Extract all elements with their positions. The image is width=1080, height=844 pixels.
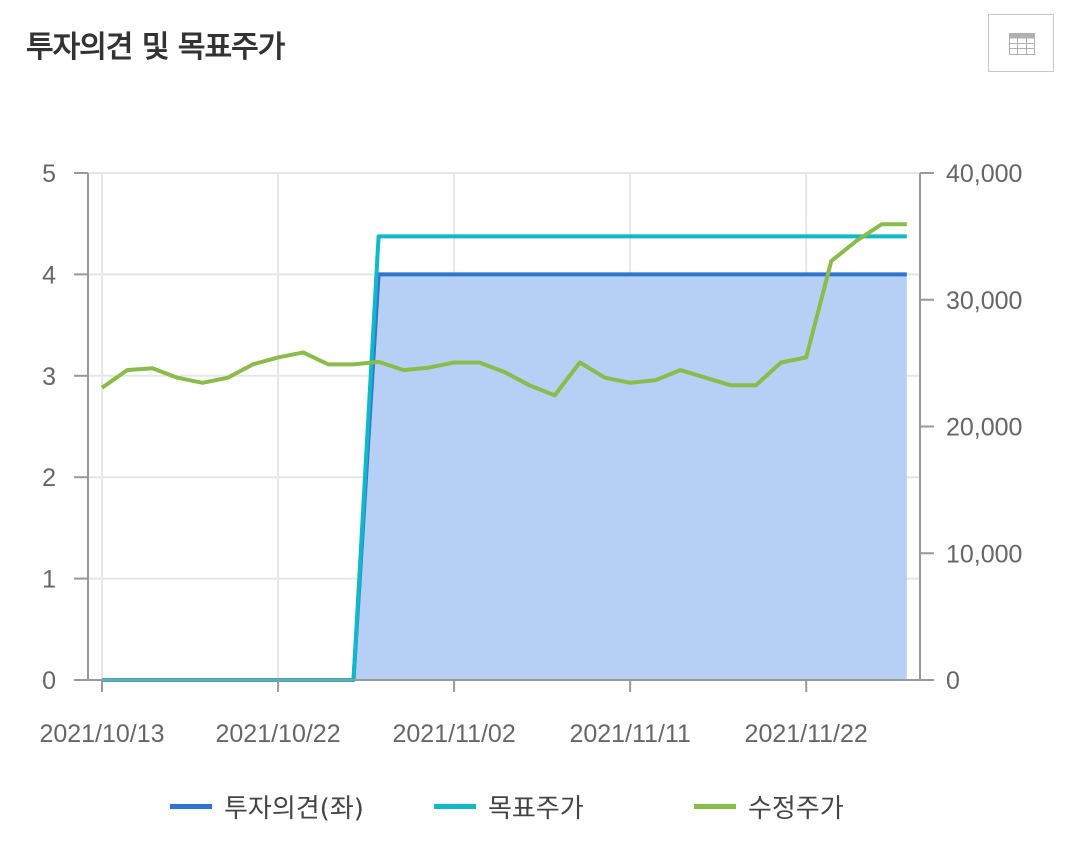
x-tick-label: 2021/11/02: [392, 720, 515, 748]
legend-swatch-opinion: [170, 804, 212, 809]
legend-item-target[interactable]: 목표주가: [434, 788, 584, 825]
y-right-tick-label: 30,000: [946, 287, 1022, 315]
x-tick-label: 2021/11/11: [569, 720, 690, 748]
legend-swatch-target: [434, 804, 476, 809]
tick-labels: 0 1 2 3 4 5 0 10,000 20,000 30,000 40,000 2021/10/1…: [39, 160, 1022, 748]
legend-label-price: 수정주가: [748, 794, 844, 824]
chart-title: 투자의견 및 목표주가: [26, 30, 285, 65]
chart-area: 0 1 2 3 4 5 0 10,000 20,000 30,000 40,000 2021/10/1…: [39, 160, 1022, 748]
legend: 투자의견(좌) 목표주가 수정주가: [0, 788, 1080, 828]
y-left-tick-label: 5: [42, 160, 56, 188]
legend-label-opinion: 투자의견(좌): [224, 794, 364, 824]
table-view-button[interactable]: [988, 14, 1054, 72]
legend-swatch-price: [694, 804, 736, 809]
legend-label-target: 목표주가: [488, 794, 584, 824]
y-right-tick-label: 0: [946, 667, 960, 695]
y-right-tick-label: 40,000: [946, 160, 1022, 188]
x-tick-label: 2021/10/22: [215, 720, 340, 748]
y-left-tick-label: 3: [42, 363, 56, 391]
y-right-tick-label: 20,000: [946, 414, 1022, 442]
series: [100, 222, 907, 682]
x-tick-label: 2021/10/13: [39, 720, 164, 748]
table-icon: [1009, 33, 1035, 55]
y-left-tick-label: 0: [42, 667, 56, 695]
series-line-price: [100, 222, 907, 398]
y-right-tick-label: 10,000: [946, 540, 1022, 568]
axes: [74, 172, 934, 692]
y-left-tick-label: 1: [42, 566, 56, 594]
x-tick-label: 2021/11/22: [745, 720, 868, 748]
y-left-tick-label: 4: [42, 261, 56, 289]
y-left-tick-label: 2: [42, 464, 56, 492]
legend-item-price[interactable]: 수정주가: [694, 788, 844, 825]
legend-item-opinion[interactable]: 투자의견(좌): [170, 788, 364, 825]
